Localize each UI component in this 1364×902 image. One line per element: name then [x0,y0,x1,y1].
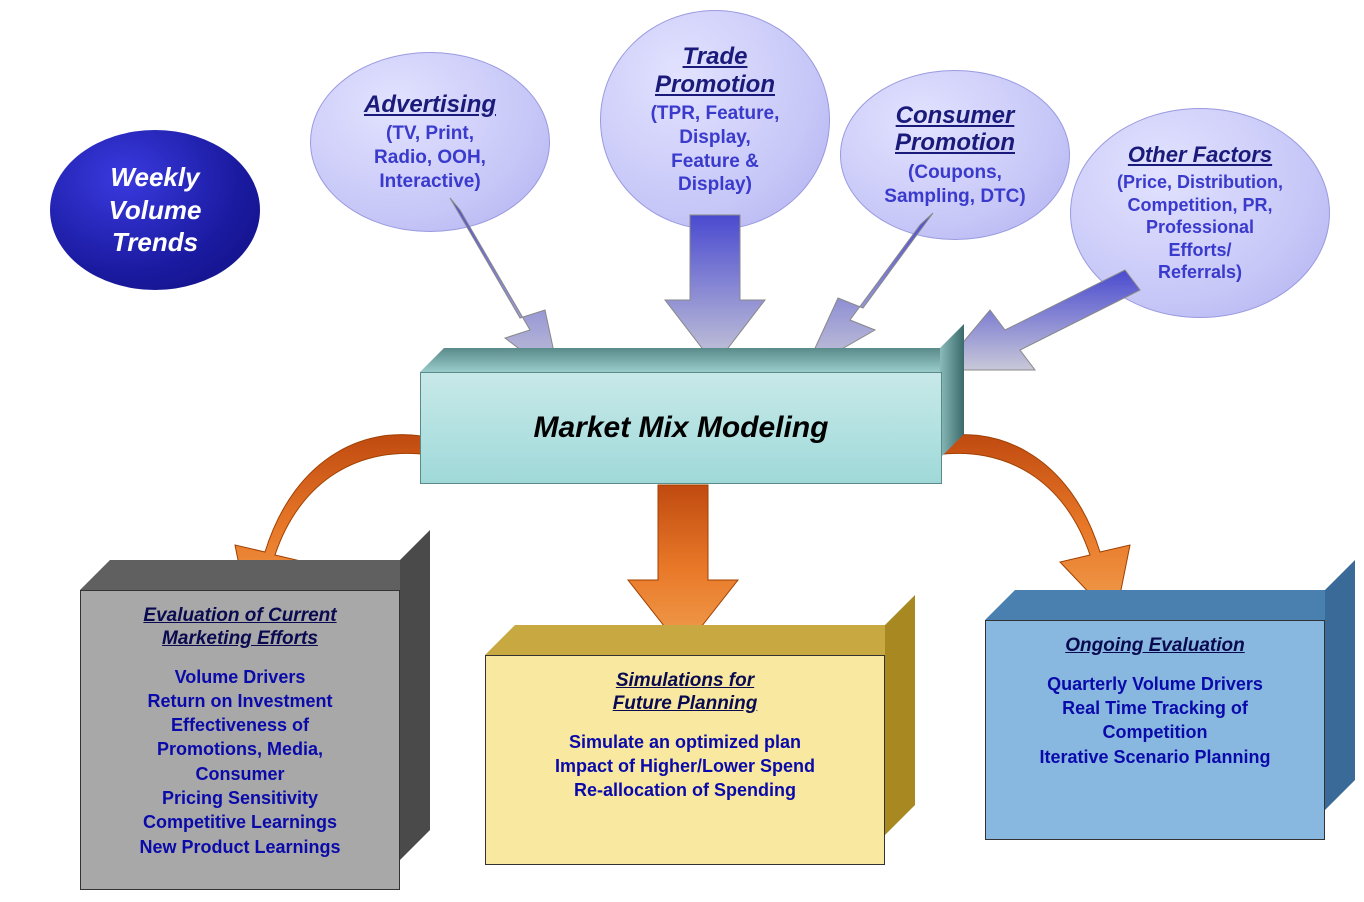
box-simulations-side [885,595,915,835]
diagram-stage: WeeklyVolumeTrends Advertising (TV, Prin… [0,0,1364,902]
box-ongoing-top [985,590,1355,620]
evaluation-title: Evaluation of CurrentMarketing Efforts [99,605,381,651]
simulations-title: Simulations forFuture Planning [504,670,866,716]
other-sub: (Price, Distribution,Competition, PR,Pro… [1117,171,1283,284]
ellipse-trade-promotion: TradePromotion (TPR, Feature,Display,Fea… [600,10,830,230]
evaluation-body: Volume DriversReturn on InvestmentEffect… [99,665,381,859]
box-ongoing-front: Ongoing Evaluation Quarterly Volume Driv… [985,620,1325,840]
box-evaluation-front: Evaluation of CurrentMarketing Efforts V… [80,590,400,890]
box-evaluation-side [400,530,430,860]
arrow-trade-to-center [665,215,765,365]
ellipse-weekly-volume-trends: WeeklyVolumeTrends [50,130,260,290]
box-simulations-top [485,625,915,655]
arrow-consumer-to-center [805,213,933,370]
consumer-sub: (Coupons,Sampling, DTC) [884,161,1025,209]
center-box-side [940,324,964,458]
center-box-front: Market Mix Modeling [420,372,942,484]
box-ongoing: Ongoing Evaluation Quarterly Volume Driv… [985,620,1325,840]
ellipse-advertising: Advertising (TV, Print,Radio, OOH,Intera… [310,52,550,232]
advertising-sub: (TV, Print,Radio, OOH,Interactive) [374,122,486,193]
ellipse-consumer-promotion: ConsumerPromotion (Coupons,Sampling, DTC… [840,70,1070,240]
center-label: Market Mix Modeling [533,411,828,445]
ellipse-other-factors: Other Factors (Price, Distribution,Compe… [1070,108,1330,318]
consumer-title: ConsumerPromotion [895,102,1015,157]
box-simulations-front: Simulations forFuture Planning Simulate … [485,655,885,865]
trade-sub: (TPR, Feature,Display,Feature &Display) [651,102,780,197]
weekly-label: WeeklyVolumeTrends [109,161,202,259]
box-market-mix-modeling: Market Mix Modeling [420,372,940,482]
advertising-title: Advertising [364,91,496,119]
box-evaluation: Evaluation of CurrentMarketing Efforts V… [80,590,400,890]
trade-title: TradePromotion [655,43,775,98]
simulations-body: Simulate an optimized planImpact of High… [504,730,866,803]
box-evaluation-top [80,560,430,590]
ongoing-title: Ongoing Evaluation [1004,635,1306,658]
center-box-top [420,348,964,372]
box-ongoing-side [1325,560,1355,810]
ongoing-body: Quarterly Volume DriversReal Time Tracki… [1004,672,1306,769]
box-simulations: Simulations forFuture Planning Simulate … [485,655,885,865]
other-title: Other Factors [1128,142,1272,167]
